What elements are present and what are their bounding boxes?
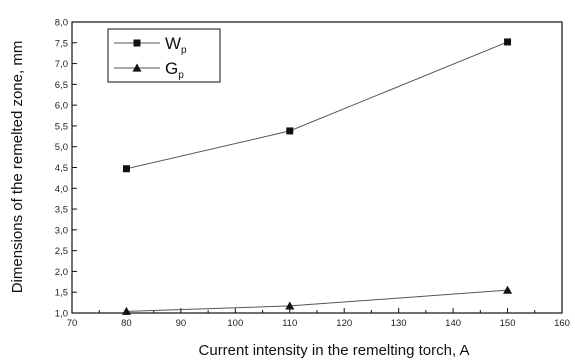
legend-marker	[132, 63, 142, 72]
y-tick-label: 2,0	[55, 267, 68, 278]
series-line	[126, 289, 508, 312]
y-tick-label: 3,0	[55, 225, 68, 236]
y-tick-label: 6,0	[55, 101, 68, 112]
x-axis-title: Current intensity in the remelting torch…	[199, 342, 470, 359]
series-layer	[121, 38, 513, 315]
x-tick-label: 120	[336, 318, 352, 329]
x-tick-label: 100	[227, 318, 243, 329]
legend-subscript: p	[181, 45, 187, 56]
series-1	[121, 285, 513, 315]
data-point	[503, 285, 513, 294]
y-tick-label: 7,5	[55, 38, 68, 49]
x-tick-label: 160	[554, 318, 570, 329]
x-tick-label: 70	[67, 318, 78, 329]
data-point	[121, 306, 131, 315]
data-point	[286, 127, 294, 135]
y-tick-label: 5,5	[55, 121, 68, 132]
axis-ticks: 70 80 90 100 110 120 130 140 150 160 1,0 1,5 2,0 2,5 3…	[55, 18, 570, 330]
data-point	[285, 301, 295, 310]
y-tick-label: 3,5	[55, 205, 68, 216]
y-tick-label: 7,0	[55, 59, 68, 70]
y-tick-label: 4,0	[55, 184, 68, 195]
x-tick-label: 110	[282, 318, 297, 329]
y-tick-label: 8,0	[55, 18, 68, 29]
x-tick-label: 130	[391, 318, 407, 329]
legend-subscript: p	[178, 70, 184, 81]
legend-marker	[133, 39, 141, 47]
series-0	[122, 38, 512, 173]
x-tick-label: 140	[445, 318, 461, 329]
x-tick-label: 90	[176, 318, 187, 329]
y-tick-label: 6,5	[55, 80, 68, 91]
y-axis-title: Dimensions of the remelted zone, mm	[9, 41, 26, 294]
y-tick-label: 4,5	[55, 163, 68, 174]
y-tick-label: 5,0	[55, 142, 68, 153]
y-tick-label: 2,5	[55, 246, 68, 257]
legend-box	[107, 28, 221, 83]
x-tick-label: 150	[500, 318, 516, 329]
x-tick-label: 80	[121, 318, 132, 329]
data-point	[504, 38, 512, 46]
y-tick-label: 1,0	[55, 309, 68, 320]
data-point	[122, 165, 130, 173]
y-tick-label: 1,5	[55, 288, 68, 299]
